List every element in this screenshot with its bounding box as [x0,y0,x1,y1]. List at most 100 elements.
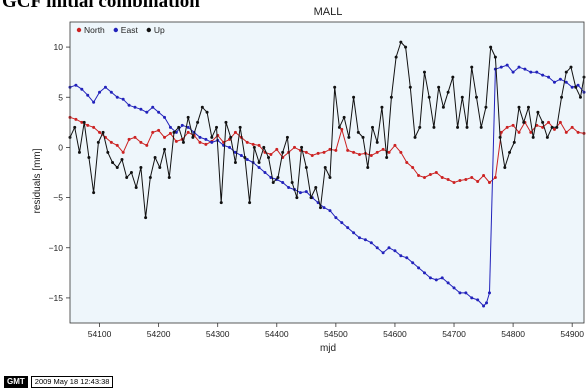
point-up-75 [422,70,426,74]
point-up-103 [555,125,559,129]
point-east-45 [334,216,338,220]
point-up-85 [470,65,474,69]
point-up-68 [389,95,393,99]
legend-label-north: North [84,25,105,35]
point-up-104 [560,95,564,99]
point-north-46 [340,127,344,131]
point-up-91 [498,135,502,139]
point-up-70 [399,40,403,44]
plot-frame [69,21,585,324]
point-up-61 [356,130,360,134]
point-up-78 [437,85,441,89]
point-east-84 [558,77,562,81]
point-east-61 [428,276,432,280]
y-tick-label-1: −10 [49,243,64,253]
point-up-16 [144,216,148,220]
point-east-20 [186,125,190,129]
point-up-71 [404,45,408,49]
point-up-28 [200,105,204,109]
line-up [69,41,585,219]
point-up-31 [215,125,219,129]
point-up-97 [526,105,530,109]
point-east-56 [399,254,403,258]
point-east-71 [485,301,489,305]
point-east-53 [381,251,385,255]
point-up-73 [413,135,417,139]
point-east-83 [552,80,556,84]
point-up-92 [503,165,507,169]
point-east-24 [210,140,214,144]
point-up-51 [309,196,313,200]
point-east-80 [535,70,539,74]
series-east [68,63,586,308]
point-up-44 [276,176,280,180]
point-north-23 [204,142,208,146]
point-east-6 [103,85,107,89]
point-up-13 [129,171,133,174]
point-east-27 [228,145,232,149]
point-east-17 [168,125,172,129]
point-up-4 [87,155,91,159]
point-north-47 [346,148,350,152]
point-up-94 [512,140,516,144]
point-north-16 [163,135,167,139]
point-up-14 [134,186,138,190]
point-north-72 [493,176,497,180]
point-east-54 [387,246,391,250]
legend-label-east: East [121,25,139,35]
point-north-28 [233,130,237,134]
point-east-18 [174,130,178,134]
y-tick-label-5: 10 [54,42,64,52]
point-up-33 [224,120,228,124]
point-up-74 [418,125,422,129]
point-up-96 [522,120,526,124]
point-north-53 [381,147,385,151]
point-east-85 [564,80,568,84]
legend: North East Up [76,25,165,35]
chart-title: MALL [314,6,343,18]
point-east-13 [145,110,149,114]
x-tick-label-2: 54300 [206,329,230,339]
point-east-40 [304,190,308,194]
y-tick-label-0: −15 [49,293,64,303]
point-up-106 [569,65,573,69]
point-east-9 [121,97,125,101]
point-east-76 [511,70,515,74]
point-north-73 [499,130,503,134]
point-east-3 [86,93,90,97]
point-east-52 [375,246,379,250]
point-east-12 [139,107,143,111]
point-north-32 [257,143,261,147]
legend-marker-north [76,27,82,33]
point-east-15 [157,110,161,114]
point-up-100 [541,120,545,124]
point-up-95 [517,105,521,109]
point-east-10 [127,103,131,107]
point-up-27 [196,120,200,124]
point-up-37 [243,155,247,159]
x-tick-label-4: 54500 [324,329,348,339]
legend-label-up: Up [154,25,165,35]
point-up-25 [186,115,190,119]
point-north-80 [541,125,545,129]
point-up-108 [578,95,582,99]
series-up [68,40,586,220]
point-east-72 [487,291,491,295]
point-up-9 [111,160,115,164]
point-north-18 [174,139,178,143]
point-up-55 [328,176,332,180]
point-up-41 [262,145,266,149]
point-east-2 [80,87,84,91]
point-up-86 [474,95,478,99]
point-north-14 [151,130,155,134]
point-east-32 [257,165,261,169]
timestamp: 2009 May 18 12:43:38 [30,376,114,388]
point-north-67 [464,178,468,182]
point-north-45 [334,148,338,152]
point-up-2 [77,150,81,154]
point-east-57 [405,256,409,260]
y-tick-label-3: 0 [58,142,63,152]
point-east-67 [464,291,468,295]
point-up-79 [441,105,445,109]
point-north-5 [98,130,102,134]
